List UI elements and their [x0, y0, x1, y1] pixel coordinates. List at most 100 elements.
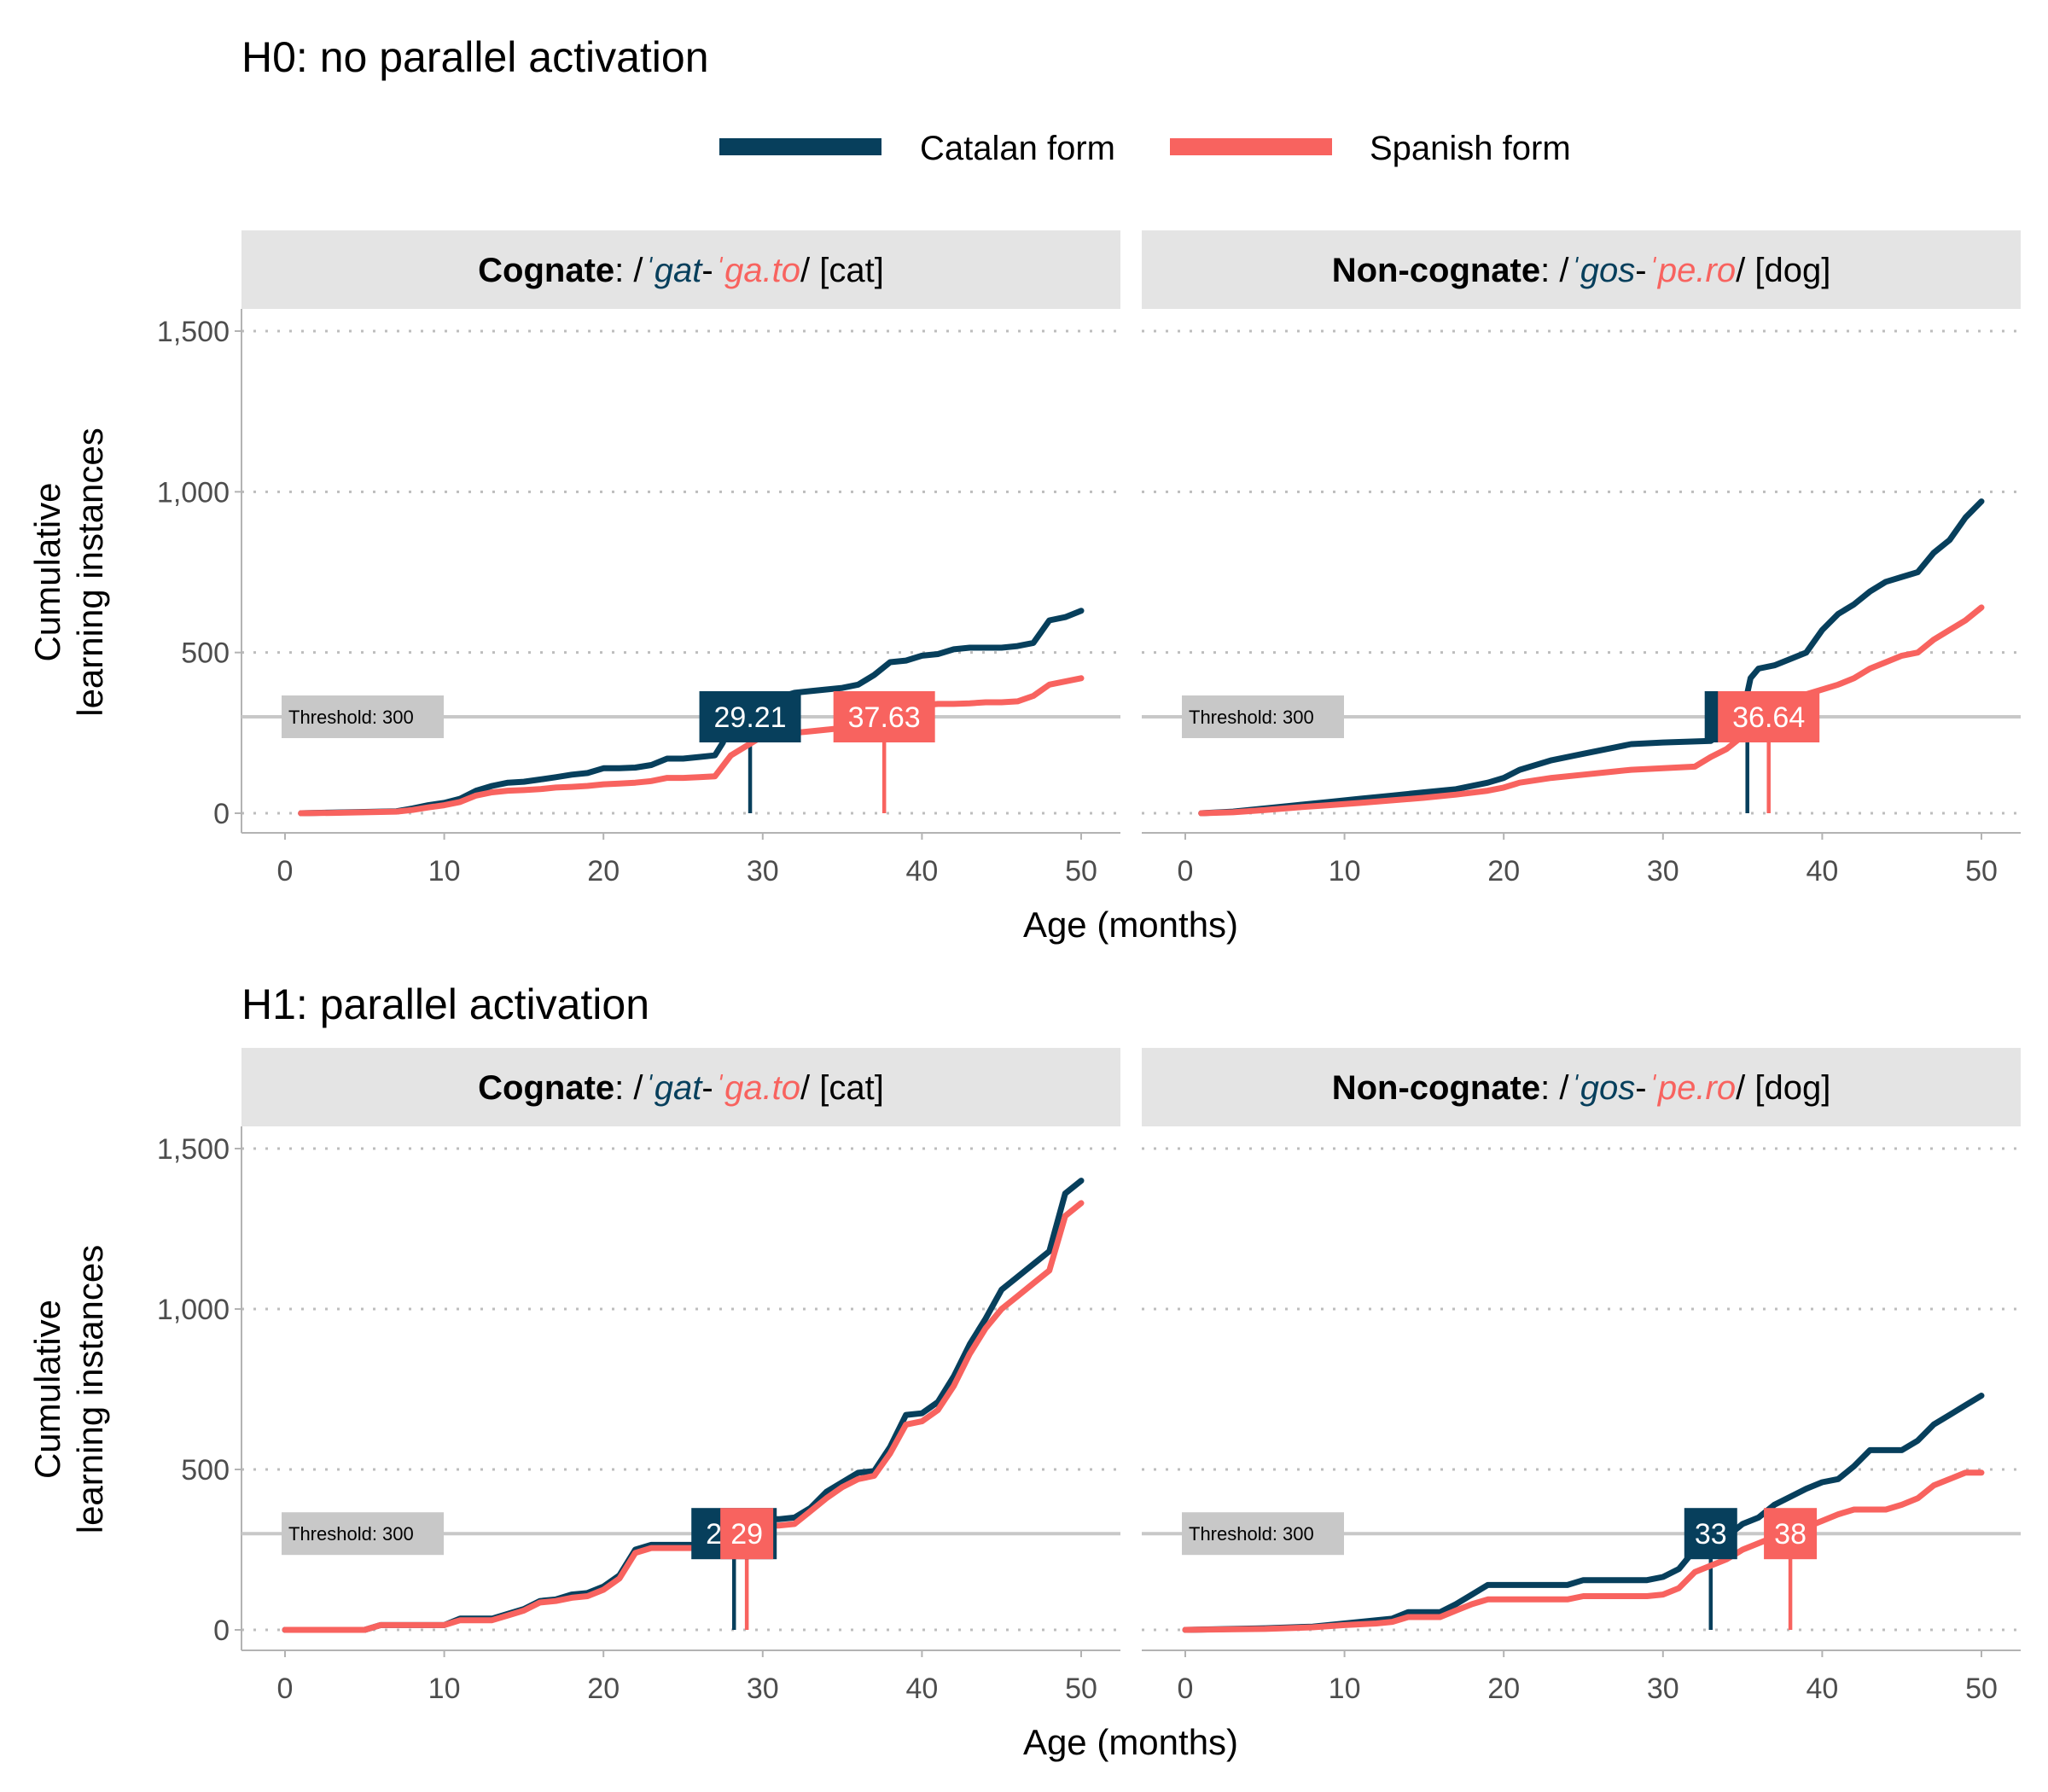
strip-end: / [dog] [1736, 1069, 1830, 1107]
y-tick-label: 500 [181, 637, 230, 670]
series-line-spanish [1198, 604, 1985, 817]
threshold-label: Threshold: 300 [288, 707, 414, 728]
legend-label-catalan: Catalan form [920, 130, 1115, 167]
x-tick-label: 0 [277, 1673, 294, 1705]
strip-bold: Cognate [478, 252, 614, 289]
x-tick-label: 30 [1647, 1673, 1679, 1705]
section-title: H0: no parallel activation [241, 33, 709, 81]
strip-sep: : / [1540, 252, 1569, 289]
x-tick-label: 30 [1647, 855, 1679, 887]
strip-end: / [cat] [800, 252, 884, 289]
strip-background [241, 230, 1120, 309]
x-tick-label: 40 [905, 1673, 938, 1705]
x-tick-label: 10 [428, 855, 461, 887]
crossing-label-spanish: 36.64 [1732, 701, 1805, 734]
y-tick-label: 1,500 [157, 316, 230, 348]
section-title: H1: parallel activation [241, 980, 649, 1028]
strip-bold: Non-cognate [1332, 252, 1540, 289]
strip-sep: : / [1540, 1069, 1569, 1107]
strip-cat: ˈgat [643, 1069, 703, 1107]
x-tick-label: 40 [1806, 855, 1838, 887]
x-tick-label: 20 [587, 1673, 620, 1705]
series-line-spanish [298, 675, 1085, 817]
series-line-catalan [1198, 498, 1985, 817]
crossing-label-spanish: 37.63 [848, 701, 921, 734]
crossing-label-spanish: 29 [730, 1518, 763, 1551]
x-tick-label: 0 [1178, 855, 1194, 887]
y-tick-label: 500 [181, 1454, 230, 1487]
y-tick-label: 0 [213, 798, 230, 830]
x-tick-label: 10 [1329, 1673, 1361, 1705]
panel-non-cognate: Non-cognate: /ˈgos-ˈpe.ro/ [dog] 0 10 20 30 4… [1142, 1048, 2021, 1705]
series-line-catalan [282, 1178, 1085, 1633]
x-tick-label: 40 [905, 855, 938, 887]
strip-bold: Non-cognate [1332, 1069, 1540, 1107]
x-tick-label: 40 [1806, 1673, 1838, 1705]
strip-label: Cognate: /ˈgat-ˈga.to/ [cat] [478, 252, 884, 289]
x-axis-title: Age (months) [1023, 1722, 1238, 1762]
crossing-label-box-spanish [1764, 1508, 1818, 1560]
x-tick-label: 10 [428, 1673, 461, 1705]
strip-spa: ˈga.to [713, 252, 800, 289]
threshold-label-box [282, 695, 444, 738]
x-axis-title: Age (months) [1023, 905, 1238, 945]
crossing-label-box-catalan [699, 691, 801, 742]
strip-spa: ˈga.to [713, 1069, 800, 1107]
crossing-label-catalan: 33 [1695, 1518, 1727, 1551]
crossing-label-box-spanish [720, 1508, 774, 1560]
strip-end: / [dog] [1736, 252, 1830, 289]
x-tick-label: 50 [1965, 1673, 1998, 1705]
threshold-label-box [1182, 695, 1344, 738]
strip-bold: Cognate [478, 1069, 614, 1107]
strip-background [1142, 1048, 2021, 1126]
crossing-label-spanish: 38 [1774, 1518, 1807, 1551]
y-tick-label: 1,000 [157, 1294, 230, 1326]
panel-cognate: Cognate: /ˈgat-ˈga.to/ [cat]05001,0001,5… [157, 1048, 1120, 1705]
x-tick-label: 50 [1965, 855, 1998, 887]
y-axis-title-line: learning instances [70, 428, 110, 717]
x-tick-label: 50 [1065, 1673, 1097, 1705]
strip-dash: - [701, 1069, 713, 1107]
panel-non-cognate: Non-cognate: /ˈgos-ˈpe.ro/ [dog] 0 10 20 30 4… [1142, 230, 2021, 887]
strip-sep: : / [614, 1069, 643, 1107]
y-axis-title: Cumulativelearning instances [27, 428, 110, 717]
strip-end: / [cat] [800, 1069, 884, 1107]
y-tick-label: 1,500 [157, 1133, 230, 1166]
y-axis-title: Cumulativelearning instances [27, 1245, 110, 1534]
strip-cat: ˈgos [1568, 1069, 1635, 1107]
threshold-label: Threshold: 300 [1189, 1523, 1314, 1545]
legend: Catalan form Spanish form [719, 130, 1571, 167]
x-tick-label: 20 [1487, 1673, 1520, 1705]
strip-background [241, 1048, 1120, 1126]
crossing-label-box-spanish [1718, 691, 1820, 742]
x-tick-label: 50 [1065, 855, 1097, 887]
threshold-label-box [282, 1512, 444, 1556]
x-tick-label: 20 [587, 855, 620, 887]
y-tick-label: 1,000 [157, 476, 230, 509]
strip-background [1142, 230, 2021, 309]
y-axis-title-line: learning instances [70, 1245, 110, 1534]
x-tick-label: 30 [747, 1673, 779, 1705]
series-line-spanish [282, 1200, 1085, 1633]
strip-cat: ˈgat [643, 252, 703, 289]
x-tick-label: 10 [1329, 855, 1361, 887]
y-axis-title-line: Cumulative [27, 482, 67, 661]
x-tick-label: 20 [1487, 855, 1520, 887]
x-tick-label: 0 [277, 855, 294, 887]
strip-spa: ˈpe.ro [1647, 252, 1737, 289]
series-line-catalan [298, 608, 1085, 817]
chart-0: H0: no parallel activation Cumulativelear… [27, 33, 2021, 945]
strip-spa: ˈpe.ro [1647, 1069, 1737, 1107]
strip-dash: - [701, 252, 713, 289]
panel-cognate: Cognate: /ˈgat-ˈga.to/ [cat]05001,0001,5… [157, 230, 1120, 887]
y-tick-label: 0 [213, 1615, 230, 1647]
strip-sep: : / [614, 252, 643, 289]
strip-dash: - [1635, 1069, 1646, 1107]
strip-label: Non-cognate: /ˈgos-ˈpe.ro/ [dog] [1332, 252, 1831, 289]
threshold-label-box [1182, 1512, 1344, 1556]
chart-1: H1: parallel activation Cumulativelearnin… [27, 980, 2021, 1762]
x-tick-label: 0 [1178, 1673, 1194, 1705]
crossing-label-box-spanish [833, 691, 935, 742]
x-tick-label: 30 [747, 855, 779, 887]
